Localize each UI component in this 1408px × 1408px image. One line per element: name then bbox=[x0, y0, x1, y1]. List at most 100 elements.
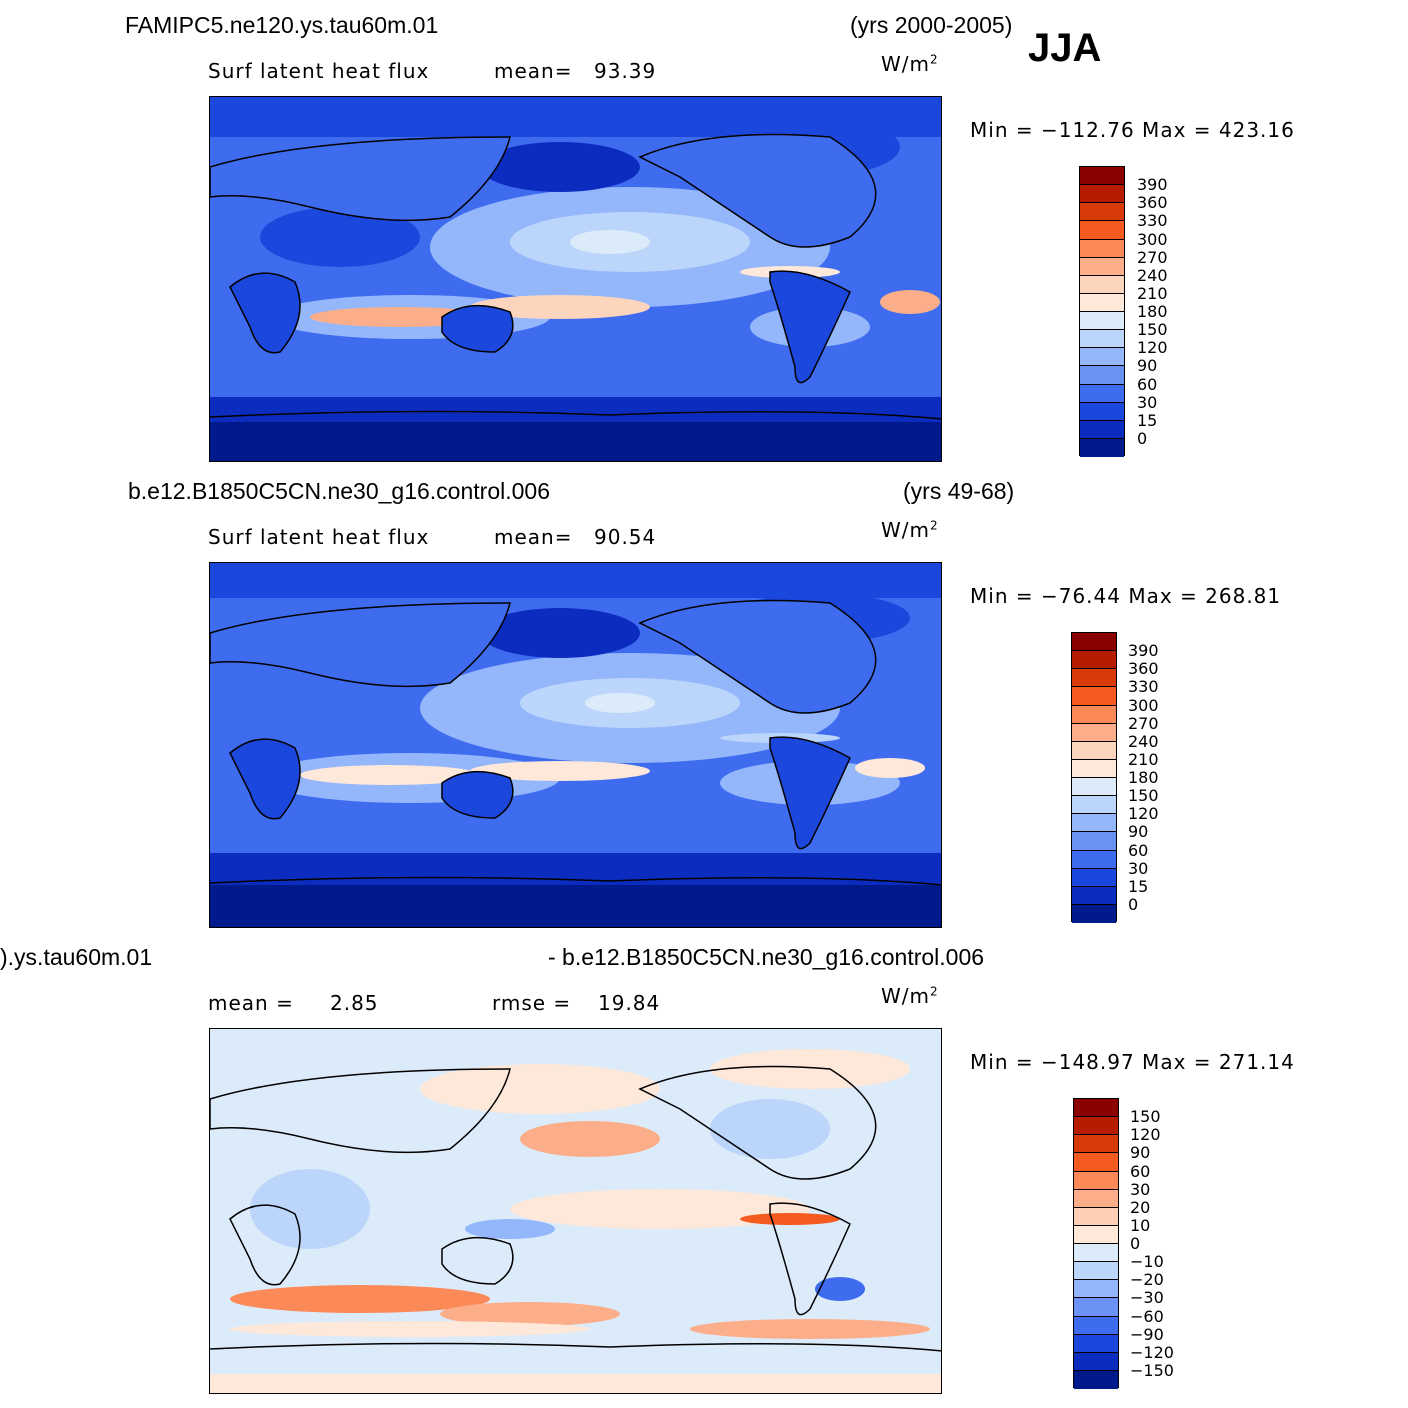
colorbar-label: 0 bbox=[1137, 428, 1148, 448]
colorbar-label: 210 bbox=[1128, 749, 1159, 769]
colorbar-label: 180 bbox=[1128, 768, 1159, 787]
colorbar-swatch bbox=[1072, 868, 1116, 887]
panel3-units: W/m2 bbox=[881, 984, 939, 1008]
colorbar-swatch bbox=[1080, 239, 1124, 258]
colorbar-swatch bbox=[1080, 293, 1124, 312]
colorbar-swatch bbox=[1080, 312, 1124, 331]
colorbar-label: 0 bbox=[1130, 1234, 1141, 1253]
panel1-mean-label: mean= bbox=[494, 59, 573, 83]
colorbar-label: 240 bbox=[1128, 731, 1159, 751]
colorbar-label: 360 bbox=[1128, 659, 1159, 679]
colorbar-label: 60 bbox=[1137, 374, 1158, 394]
panel2-mean-label: mean= bbox=[494, 525, 573, 549]
colorbar-label: −30 bbox=[1130, 1288, 1164, 1308]
colorbar-swatch bbox=[1072, 759, 1116, 778]
colorbar-swatch bbox=[1072, 778, 1116, 797]
colorbar-label: 10 bbox=[1130, 1215, 1151, 1235]
colorbar-swatch bbox=[1080, 275, 1124, 294]
colorbar-swatch bbox=[1080, 203, 1124, 222]
colorbar-label: −20 bbox=[1130, 1270, 1164, 1290]
panel2-map bbox=[209, 562, 942, 928]
colorbar-label: 150 bbox=[1128, 786, 1159, 806]
colorbar-swatch bbox=[1074, 1153, 1118, 1172]
colorbar-swatch bbox=[1080, 185, 1124, 204]
colorbar-swatch bbox=[1072, 687, 1116, 706]
colorbar-label: 90 bbox=[1128, 822, 1149, 842]
panel1-case-name: FAMIPC5.ne120.ys.tau60m.01 bbox=[125, 12, 439, 38]
colorbar-swatch bbox=[1074, 1099, 1118, 1118]
colorbar-swatch bbox=[1074, 1117, 1118, 1136]
panel2-years: (yrs 49-68) bbox=[903, 478, 1015, 504]
colorbar-swatch bbox=[1080, 330, 1124, 349]
panel3-case-left: ).ys.tau60m.01 bbox=[0, 944, 153, 970]
colorbar-label: 15 bbox=[1137, 410, 1158, 430]
panel1-colorbar bbox=[1079, 166, 1125, 457]
colorbar-label: 240 bbox=[1137, 265, 1168, 285]
colorbar-swatch bbox=[1074, 1316, 1118, 1335]
colorbar-label: 180 bbox=[1137, 302, 1168, 321]
colorbar-swatch bbox=[1080, 438, 1124, 457]
panel3-mean-label: mean = bbox=[208, 991, 294, 1015]
colorbar-label: 360 bbox=[1137, 193, 1168, 213]
panel2-map-plot bbox=[210, 563, 941, 927]
colorbar-swatch bbox=[1072, 796, 1116, 815]
panel2-case-name: b.e12.B1850C5CN.ne30_g16.control.006 bbox=[128, 478, 550, 504]
panel2-variable: Surf latent heat flux bbox=[208, 525, 430, 549]
colorbar-swatch bbox=[1080, 402, 1124, 421]
colorbar-swatch bbox=[1072, 832, 1116, 851]
panel2-mean-value: 90.54 bbox=[594, 525, 657, 549]
colorbar-swatch bbox=[1074, 1280, 1118, 1299]
panel3-minmax: Min = −148.97 Max = 271.14 bbox=[970, 1050, 1295, 1074]
colorbar-label: 330 bbox=[1128, 677, 1159, 697]
panel1-units: W/m2 bbox=[881, 52, 939, 76]
colorbar-label: 30 bbox=[1130, 1179, 1151, 1199]
panel1-mean-value: 93.39 bbox=[594, 59, 657, 83]
colorbar-swatch bbox=[1074, 1262, 1118, 1281]
colorbar-swatch bbox=[1074, 1135, 1118, 1154]
colorbar-label: 30 bbox=[1128, 858, 1149, 878]
panel3-case-right: - b.e12.B1850C5CN.ne30_g16.control.006 bbox=[548, 944, 985, 970]
colorbar-swatch bbox=[1072, 723, 1116, 742]
colorbar-swatch bbox=[1072, 886, 1116, 905]
colorbar-label: 90 bbox=[1137, 356, 1158, 376]
season-label: JJA bbox=[1028, 26, 1102, 70]
colorbar-swatch bbox=[1072, 850, 1116, 869]
colorbar-swatch bbox=[1072, 669, 1116, 688]
panel3-mean-value: 2.85 bbox=[330, 991, 379, 1015]
colorbar-swatch bbox=[1074, 1334, 1118, 1353]
colorbar-swatch bbox=[1072, 904, 1116, 923]
colorbar-swatch bbox=[1072, 705, 1116, 724]
colorbar-label: −90 bbox=[1130, 1324, 1164, 1344]
panel3-rmse-label: rmse = bbox=[492, 991, 572, 1015]
colorbar-swatch bbox=[1072, 633, 1116, 652]
colorbar-label: 330 bbox=[1137, 211, 1168, 231]
colorbar-label: 120 bbox=[1130, 1125, 1161, 1145]
panel1-years: (yrs 2000-2005) bbox=[850, 12, 1013, 38]
colorbar-label: 390 bbox=[1128, 641, 1159, 661]
colorbar-label: 20 bbox=[1130, 1197, 1151, 1217]
panel3-map-plot bbox=[210, 1029, 941, 1393]
colorbar-label: 150 bbox=[1130, 1107, 1161, 1127]
panel3-colorbar bbox=[1073, 1098, 1119, 1389]
colorbar-label: −150 bbox=[1130, 1360, 1174, 1380]
panel3-rmse-value: 19.84 bbox=[598, 991, 661, 1015]
panel1-variable: Surf latent heat flux bbox=[208, 59, 430, 83]
colorbar-label: −120 bbox=[1130, 1342, 1174, 1362]
panel1-minmax: Min = −112.76 Max = 423.16 bbox=[970, 118, 1295, 142]
colorbar-swatch bbox=[1074, 1244, 1118, 1263]
colorbar-label: 0 bbox=[1128, 894, 1139, 914]
colorbar-swatch bbox=[1074, 1298, 1118, 1317]
colorbar-swatch bbox=[1080, 221, 1124, 240]
colorbar-label: 60 bbox=[1128, 840, 1149, 860]
colorbar-swatch bbox=[1074, 1352, 1118, 1371]
panel3-map bbox=[209, 1028, 942, 1394]
colorbar-label: 60 bbox=[1130, 1161, 1151, 1181]
colorbar-label: 210 bbox=[1137, 283, 1168, 303]
colorbar-swatch bbox=[1072, 651, 1116, 670]
panel1-map-plot bbox=[210, 97, 941, 461]
colorbar-label: 90 bbox=[1130, 1143, 1151, 1163]
colorbar-label: 270 bbox=[1128, 713, 1159, 733]
colorbar-swatch bbox=[1074, 1189, 1118, 1208]
colorbar-swatch bbox=[1080, 420, 1124, 439]
colorbar-label: 300 bbox=[1137, 229, 1168, 249]
